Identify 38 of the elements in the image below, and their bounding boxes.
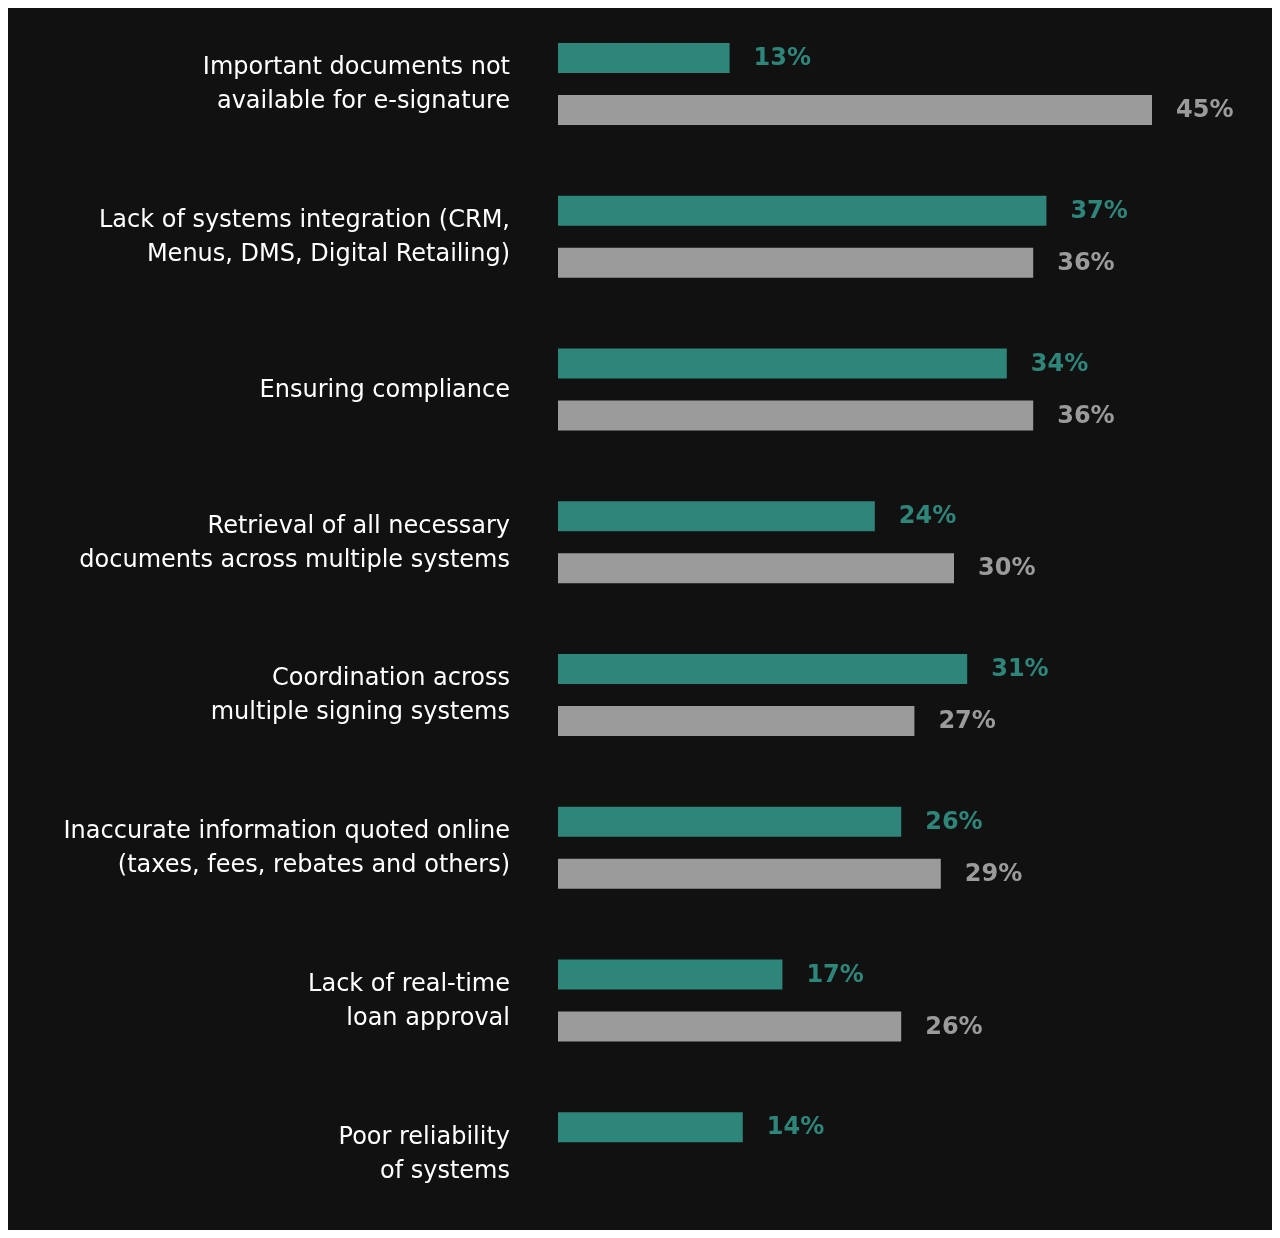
data-label: 37% bbox=[1070, 195, 1128, 224]
data-label: 26% bbox=[925, 806, 983, 835]
bar bbox=[558, 553, 954, 584]
bar bbox=[558, 400, 1034, 431]
data-label: 24% bbox=[898, 501, 957, 530]
data-label: 36% bbox=[1057, 400, 1115, 429]
data-label: 13% bbox=[753, 43, 812, 71]
bar bbox=[558, 195, 1047, 226]
y-tick-label: Poor reliability of systems bbox=[338, 1121, 510, 1184]
bar bbox=[558, 654, 968, 684]
data-label: 26% bbox=[925, 1011, 983, 1040]
y-tick-label: Ensuring compliance bbox=[259, 374, 510, 403]
bar bbox=[558, 706, 915, 736]
y-tick-label: Inaccurate information quoted online (taxes, fees, rebates and others) bbox=[63, 816, 510, 879]
bar bbox=[558, 858, 941, 889]
y-tick-label: Coordination across multiple signing systems bbox=[210, 663, 510, 726]
data-label: 36% bbox=[1057, 247, 1115, 276]
y-tick-label: Lack of real-time loan approval bbox=[308, 968, 510, 1031]
data-label: 31% bbox=[991, 654, 1049, 682]
bar bbox=[558, 1112, 743, 1143]
y-tick-label: Important documents not available for e-signature bbox=[202, 52, 510, 115]
data-label: 29% bbox=[964, 858, 1023, 887]
bar bbox=[558, 348, 1007, 379]
bar bbox=[558, 247, 1034, 278]
bar bbox=[558, 959, 783, 990]
data-label: 30% bbox=[978, 553, 1036, 582]
bar bbox=[558, 806, 902, 837]
data-label: 17% bbox=[806, 959, 864, 988]
data-label: 34% bbox=[1030, 348, 1089, 377]
y-tick-label: Retrieval of all necessary documents across multiple systems bbox=[79, 510, 510, 573]
data-label: 27% bbox=[938, 706, 996, 734]
bar bbox=[558, 95, 1152, 125]
bar bbox=[558, 1011, 902, 1042]
bar bbox=[558, 501, 875, 532]
data-label: 14% bbox=[766, 1112, 825, 1141]
bar bbox=[558, 43, 730, 73]
y-tick-label: Lack of systems integration (CRM, Menus, DMS, Digital Retailing) bbox=[98, 205, 510, 268]
data-label: 45% bbox=[1176, 95, 1234, 123]
